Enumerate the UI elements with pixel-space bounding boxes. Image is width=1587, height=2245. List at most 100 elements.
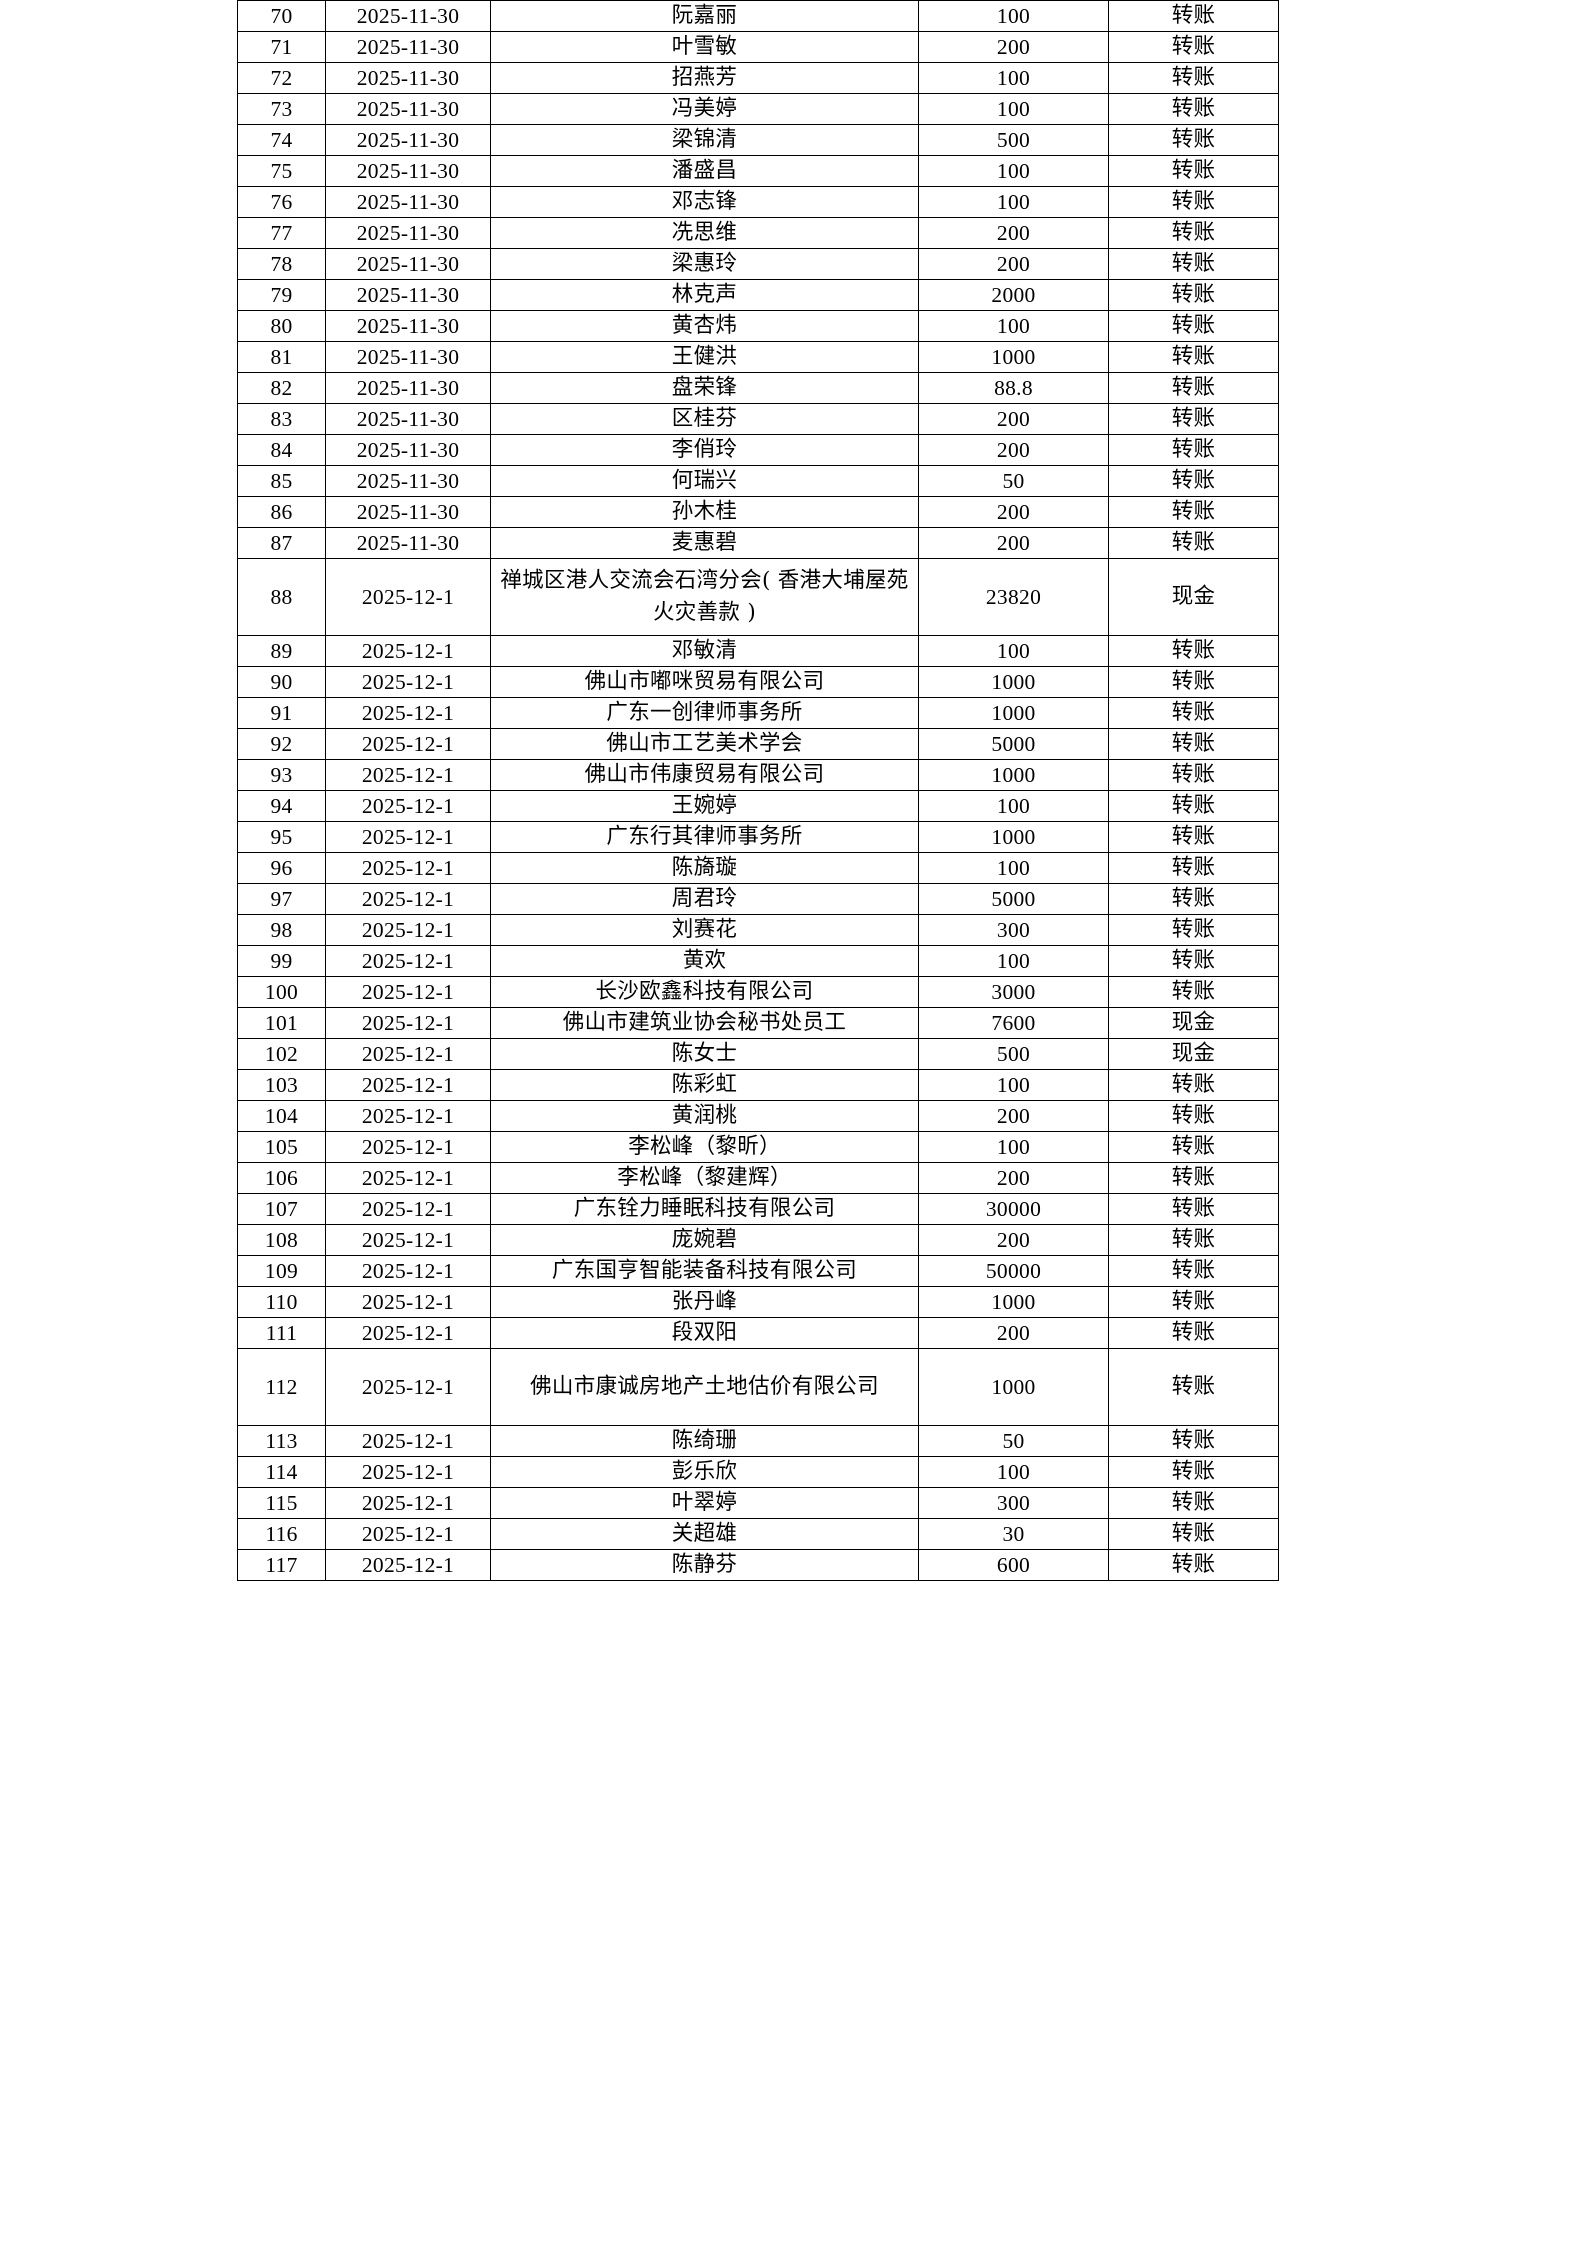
row-date: 2025-11-30 (325, 310, 491, 342)
row-sequence-number: 101 (237, 1007, 326, 1039)
row-amount: 100 (918, 93, 1109, 125)
row-payment-method: 转账 (1108, 1425, 1279, 1457)
table-row: 104 2025-12-1 黄润桃 200 转账 (237, 1100, 1279, 1132)
row-donor-name: 王婉婷 (490, 790, 919, 822)
row-donor-name: 潘盛昌 (490, 155, 919, 187)
row-donor-name: 叶翠婷 (490, 1487, 919, 1519)
table-row: 107 2025-12-1 广东铨力睡眠科技有限公司 30000 转账 (237, 1193, 1279, 1225)
table-row: 83 2025-11-30 区桂芬 200 转账 (237, 403, 1279, 435)
row-donor-name: 邓敏清 (490, 635, 919, 667)
row-donor-name: 周君玲 (490, 883, 919, 915)
row-date: 2025-12-1 (325, 821, 491, 853)
row-date: 2025-11-30 (325, 279, 491, 311)
table-row: 85 2025-11-30 何瑞兴 50 转账 (237, 465, 1279, 497)
row-date: 2025-12-1 (325, 1255, 491, 1287)
row-amount: 200 (918, 217, 1109, 249)
row-date: 2025-12-1 (325, 976, 491, 1008)
row-payment-method: 转账 (1108, 1131, 1279, 1163)
row-date: 2025-11-30 (325, 434, 491, 466)
row-payment-method: 现金 (1108, 558, 1279, 636)
donation-records-table: 70 2025-11-30 阮嘉丽 100 转账 71 2025-11-30 叶雪敏 200 转账… (237, 0, 1279, 1581)
row-date: 2025-11-30 (325, 527, 491, 559)
donation-table-container: 70 2025-11-30 阮嘉丽 100 转账 71 2025-11-30 叶雪敏 200 转账… (237, 0, 1279, 1581)
row-amount: 30000 (918, 1193, 1109, 1225)
row-amount: 500 (918, 124, 1109, 156)
row-donor-name: 麦惠碧 (490, 527, 919, 559)
row-amount: 500 (918, 1038, 1109, 1070)
row-sequence-number: 81 (237, 341, 326, 373)
row-amount: 50000 (918, 1255, 1109, 1287)
row-donor-name: 李松峰（黎建辉） (490, 1162, 919, 1194)
row-sequence-number: 79 (237, 279, 326, 311)
row-amount: 3000 (918, 976, 1109, 1008)
row-date: 2025-11-30 (325, 31, 491, 63)
row-payment-method: 转账 (1108, 635, 1279, 667)
row-date: 2025-11-30 (325, 465, 491, 497)
row-sequence-number: 89 (237, 635, 326, 667)
row-donor-name: 邓志锋 (490, 186, 919, 218)
row-date: 2025-11-30 (325, 93, 491, 125)
row-date: 2025-11-30 (325, 341, 491, 373)
row-donor-name: 佛山市工艺美术学会 (490, 728, 919, 760)
row-payment-method: 转账 (1108, 1317, 1279, 1349)
row-payment-method: 转账 (1108, 186, 1279, 218)
row-date: 2025-12-1 (325, 1162, 491, 1194)
table-row: 113 2025-12-1 陈绮珊 50 转账 (237, 1425, 1279, 1457)
row-amount: 100 (918, 186, 1109, 218)
table-row: 115 2025-12-1 叶翠婷 300 转账 (237, 1487, 1279, 1519)
row-payment-method: 转账 (1108, 1549, 1279, 1581)
row-donor-name: 阮嘉丽 (490, 0, 919, 32)
row-donor-name: 佛山市伟康贸易有限公司 (490, 759, 919, 791)
row-amount: 600 (918, 1549, 1109, 1581)
row-payment-method: 转账 (1108, 434, 1279, 466)
row-amount: 1000 (918, 759, 1109, 791)
table-row: 94 2025-12-1 王婉婷 100 转账 (237, 790, 1279, 822)
row-amount: 1000 (918, 341, 1109, 373)
row-payment-method: 转账 (1108, 914, 1279, 946)
row-payment-method: 转账 (1108, 821, 1279, 853)
row-amount: 88.8 (918, 372, 1109, 404)
row-donor-name: 冯美婷 (490, 93, 919, 125)
table-row: 111 2025-12-1 段双阳 200 转账 (237, 1317, 1279, 1349)
row-sequence-number: 90 (237, 666, 326, 698)
row-date: 2025-11-30 (325, 496, 491, 528)
row-date: 2025-11-30 (325, 186, 491, 218)
row-sequence-number: 71 (237, 31, 326, 63)
row-donor-name: 彭乐欣 (490, 1456, 919, 1488)
row-amount: 1000 (918, 666, 1109, 698)
row-donor-name: 黄润桃 (490, 1100, 919, 1132)
row-date: 2025-12-1 (325, 1549, 491, 1581)
row-sequence-number: 86 (237, 496, 326, 528)
row-date: 2025-12-1 (325, 1425, 491, 1457)
row-payment-method: 转账 (1108, 1224, 1279, 1256)
row-amount: 100 (918, 635, 1109, 667)
row-amount: 100 (918, 155, 1109, 187)
row-payment-method: 转账 (1108, 62, 1279, 94)
row-date: 2025-12-1 (325, 1348, 491, 1426)
row-amount: 50 (918, 1425, 1109, 1457)
row-donor-name: 李松峰（黎昕） (490, 1131, 919, 1163)
row-donor-name: 刘赛花 (490, 914, 919, 946)
row-date: 2025-12-1 (325, 1456, 491, 1488)
row-sequence-number: 82 (237, 372, 326, 404)
row-amount: 100 (918, 1456, 1109, 1488)
row-amount: 50 (918, 465, 1109, 497)
row-date: 2025-11-30 (325, 248, 491, 280)
table-row: 102 2025-12-1 陈女士 500 现金 (237, 1038, 1279, 1070)
table-row: 90 2025-12-1 佛山市嘟咪贸易有限公司 1000 转账 (237, 666, 1279, 698)
table-row: 103 2025-12-1 陈彩虹 100 转账 (237, 1069, 1279, 1101)
table-row: 93 2025-12-1 佛山市伟康贸易有限公司 1000 转账 (237, 759, 1279, 791)
row-donor-name: 佛山市建筑业协会秘书处员工 (490, 1007, 919, 1039)
table-row: 80 2025-11-30 黄杏炜 100 转账 (237, 310, 1279, 342)
row-donor-name: 陈绮珊 (490, 1425, 919, 1457)
table-row: 70 2025-11-30 阮嘉丽 100 转账 (237, 0, 1279, 32)
row-sequence-number: 75 (237, 155, 326, 187)
donation-table-body: 70 2025-11-30 阮嘉丽 100 转账 71 2025-11-30 叶雪敏 200 转账… (237, 0, 1279, 1581)
row-donor-name: 广东一创律师事务所 (490, 697, 919, 729)
row-amount: 100 (918, 62, 1109, 94)
row-sequence-number: 72 (237, 62, 326, 94)
row-payment-method: 转账 (1108, 1487, 1279, 1519)
table-row: 101 2025-12-1 佛山市建筑业协会秘书处员工 7600 现金 (237, 1007, 1279, 1039)
row-payment-method: 现金 (1108, 1038, 1279, 1070)
row-donor-name: 冼思维 (490, 217, 919, 249)
